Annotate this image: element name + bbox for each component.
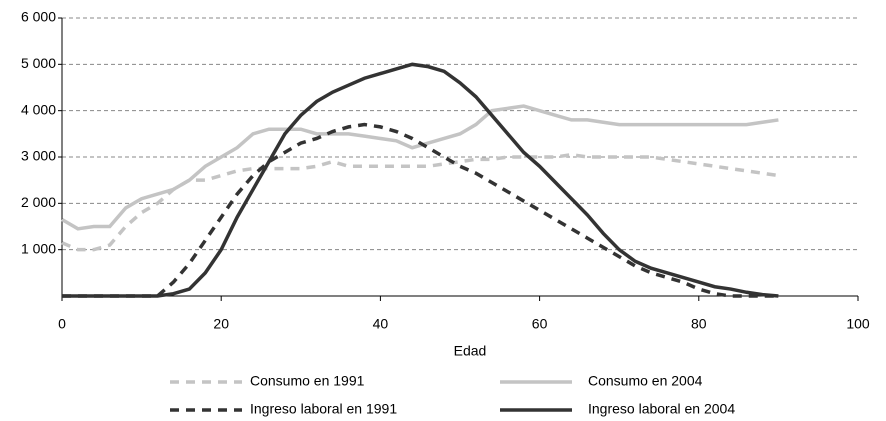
y-tick-label: 1 000 <box>21 240 56 256</box>
legend-label: Consumo en 2004 <box>588 373 703 389</box>
series-line <box>62 122 779 298</box>
legend-label: Ingreso laboral en 2004 <box>588 401 735 417</box>
y-tick-label: 4 000 <box>21 101 56 117</box>
y-tick-label: 3 000 <box>21 148 56 164</box>
x-tick-label: 40 <box>373 316 389 332</box>
legend-label: Ingreso laboral en 1991 <box>250 401 397 417</box>
x-tick-label: 20 <box>213 316 229 332</box>
y-tick-label: 5 000 <box>21 55 56 71</box>
y-tick-label: 6 000 <box>21 9 56 25</box>
x-tick-label: 0 <box>58 316 66 332</box>
series-line <box>62 62 779 298</box>
y-tick-label: 2 000 <box>21 194 56 210</box>
legend-label: Consumo en 1991 <box>250 373 365 389</box>
x-tick-label: 60 <box>532 316 548 332</box>
x-axis-label: Edad <box>454 343 487 359</box>
series-line <box>61 152 779 252</box>
x-tick-label: 80 <box>691 316 707 332</box>
series-line <box>61 104 779 231</box>
x-tick-label: 100 <box>846 316 870 332</box>
